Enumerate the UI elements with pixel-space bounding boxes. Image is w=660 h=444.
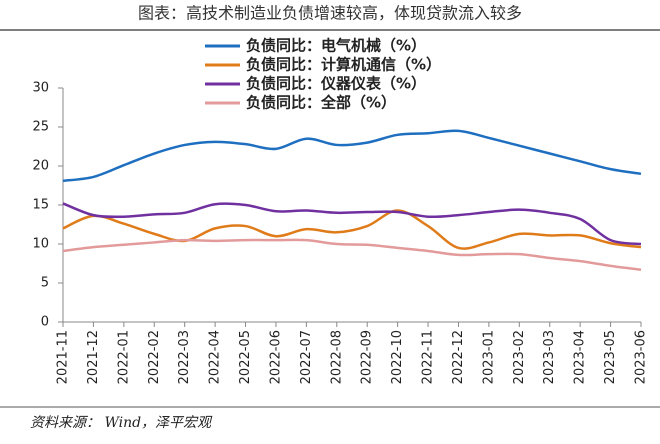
x-tick-label: 2022-03 <box>177 330 192 384</box>
x-tick-label: 2022-07 <box>299 330 314 384</box>
x-tick-label: 2022-06 <box>268 330 283 384</box>
y-tick-label: 10 <box>32 237 49 252</box>
x-tick-label: 2022-01 <box>116 330 131 384</box>
source: 资料来源： Wind，泽平宏观 <box>30 415 213 431</box>
series-line <box>62 129 642 183</box>
series-line <box>62 209 642 250</box>
x-tick-label: 2023-01 <box>481 330 496 384</box>
x-tick-label: 2022-11 <box>421 330 436 384</box>
x-tick-label: 2023-05 <box>603 330 618 384</box>
x-tick-label: 2023-03 <box>542 330 557 384</box>
x-tick-label: 2023-02 <box>512 330 527 384</box>
series-line <box>62 202 642 246</box>
x-tick-label: 2022-12 <box>451 330 466 384</box>
legend-label: 负债同比：全部（%） <box>246 94 396 112</box>
x-tick-label: 2022-08 <box>329 330 344 384</box>
y-tick-label: 15 <box>32 198 49 213</box>
x-tick-label: 2022-05 <box>238 330 253 384</box>
y-tick-label: 30 <box>32 81 49 96</box>
x-tick-label: 2022-04 <box>208 330 223 384</box>
x-tick-label: 2021-12 <box>86 330 101 384</box>
chart-title: 图表：高技术制造业负债增速较高，体现贷款流入较多 <box>138 4 522 23</box>
x-tick-label: 2022-02 <box>147 330 162 384</box>
x-tick-label: 2023-04 <box>573 330 588 384</box>
series-line <box>62 238 642 271</box>
y-tick-label: 20 <box>32 159 49 174</box>
y-tick-label: 25 <box>32 120 49 135</box>
legend-label: 负债同比：计算机通信（%） <box>246 56 441 74</box>
x-tick-label: 2022-09 <box>360 330 375 384</box>
x-tick-label: 2022-10 <box>390 330 405 384</box>
x-tick-label: 2023-06 <box>634 330 649 384</box>
legend-label: 负债同比：电气机械（%） <box>246 37 426 55</box>
legend-label: 负债同比：仪器仪表（%） <box>246 75 426 93</box>
x-tick-label: 2021-11 <box>56 330 71 384</box>
y-tick-label: 5 <box>41 276 49 291</box>
y-tick-label: 0 <box>41 315 49 330</box>
